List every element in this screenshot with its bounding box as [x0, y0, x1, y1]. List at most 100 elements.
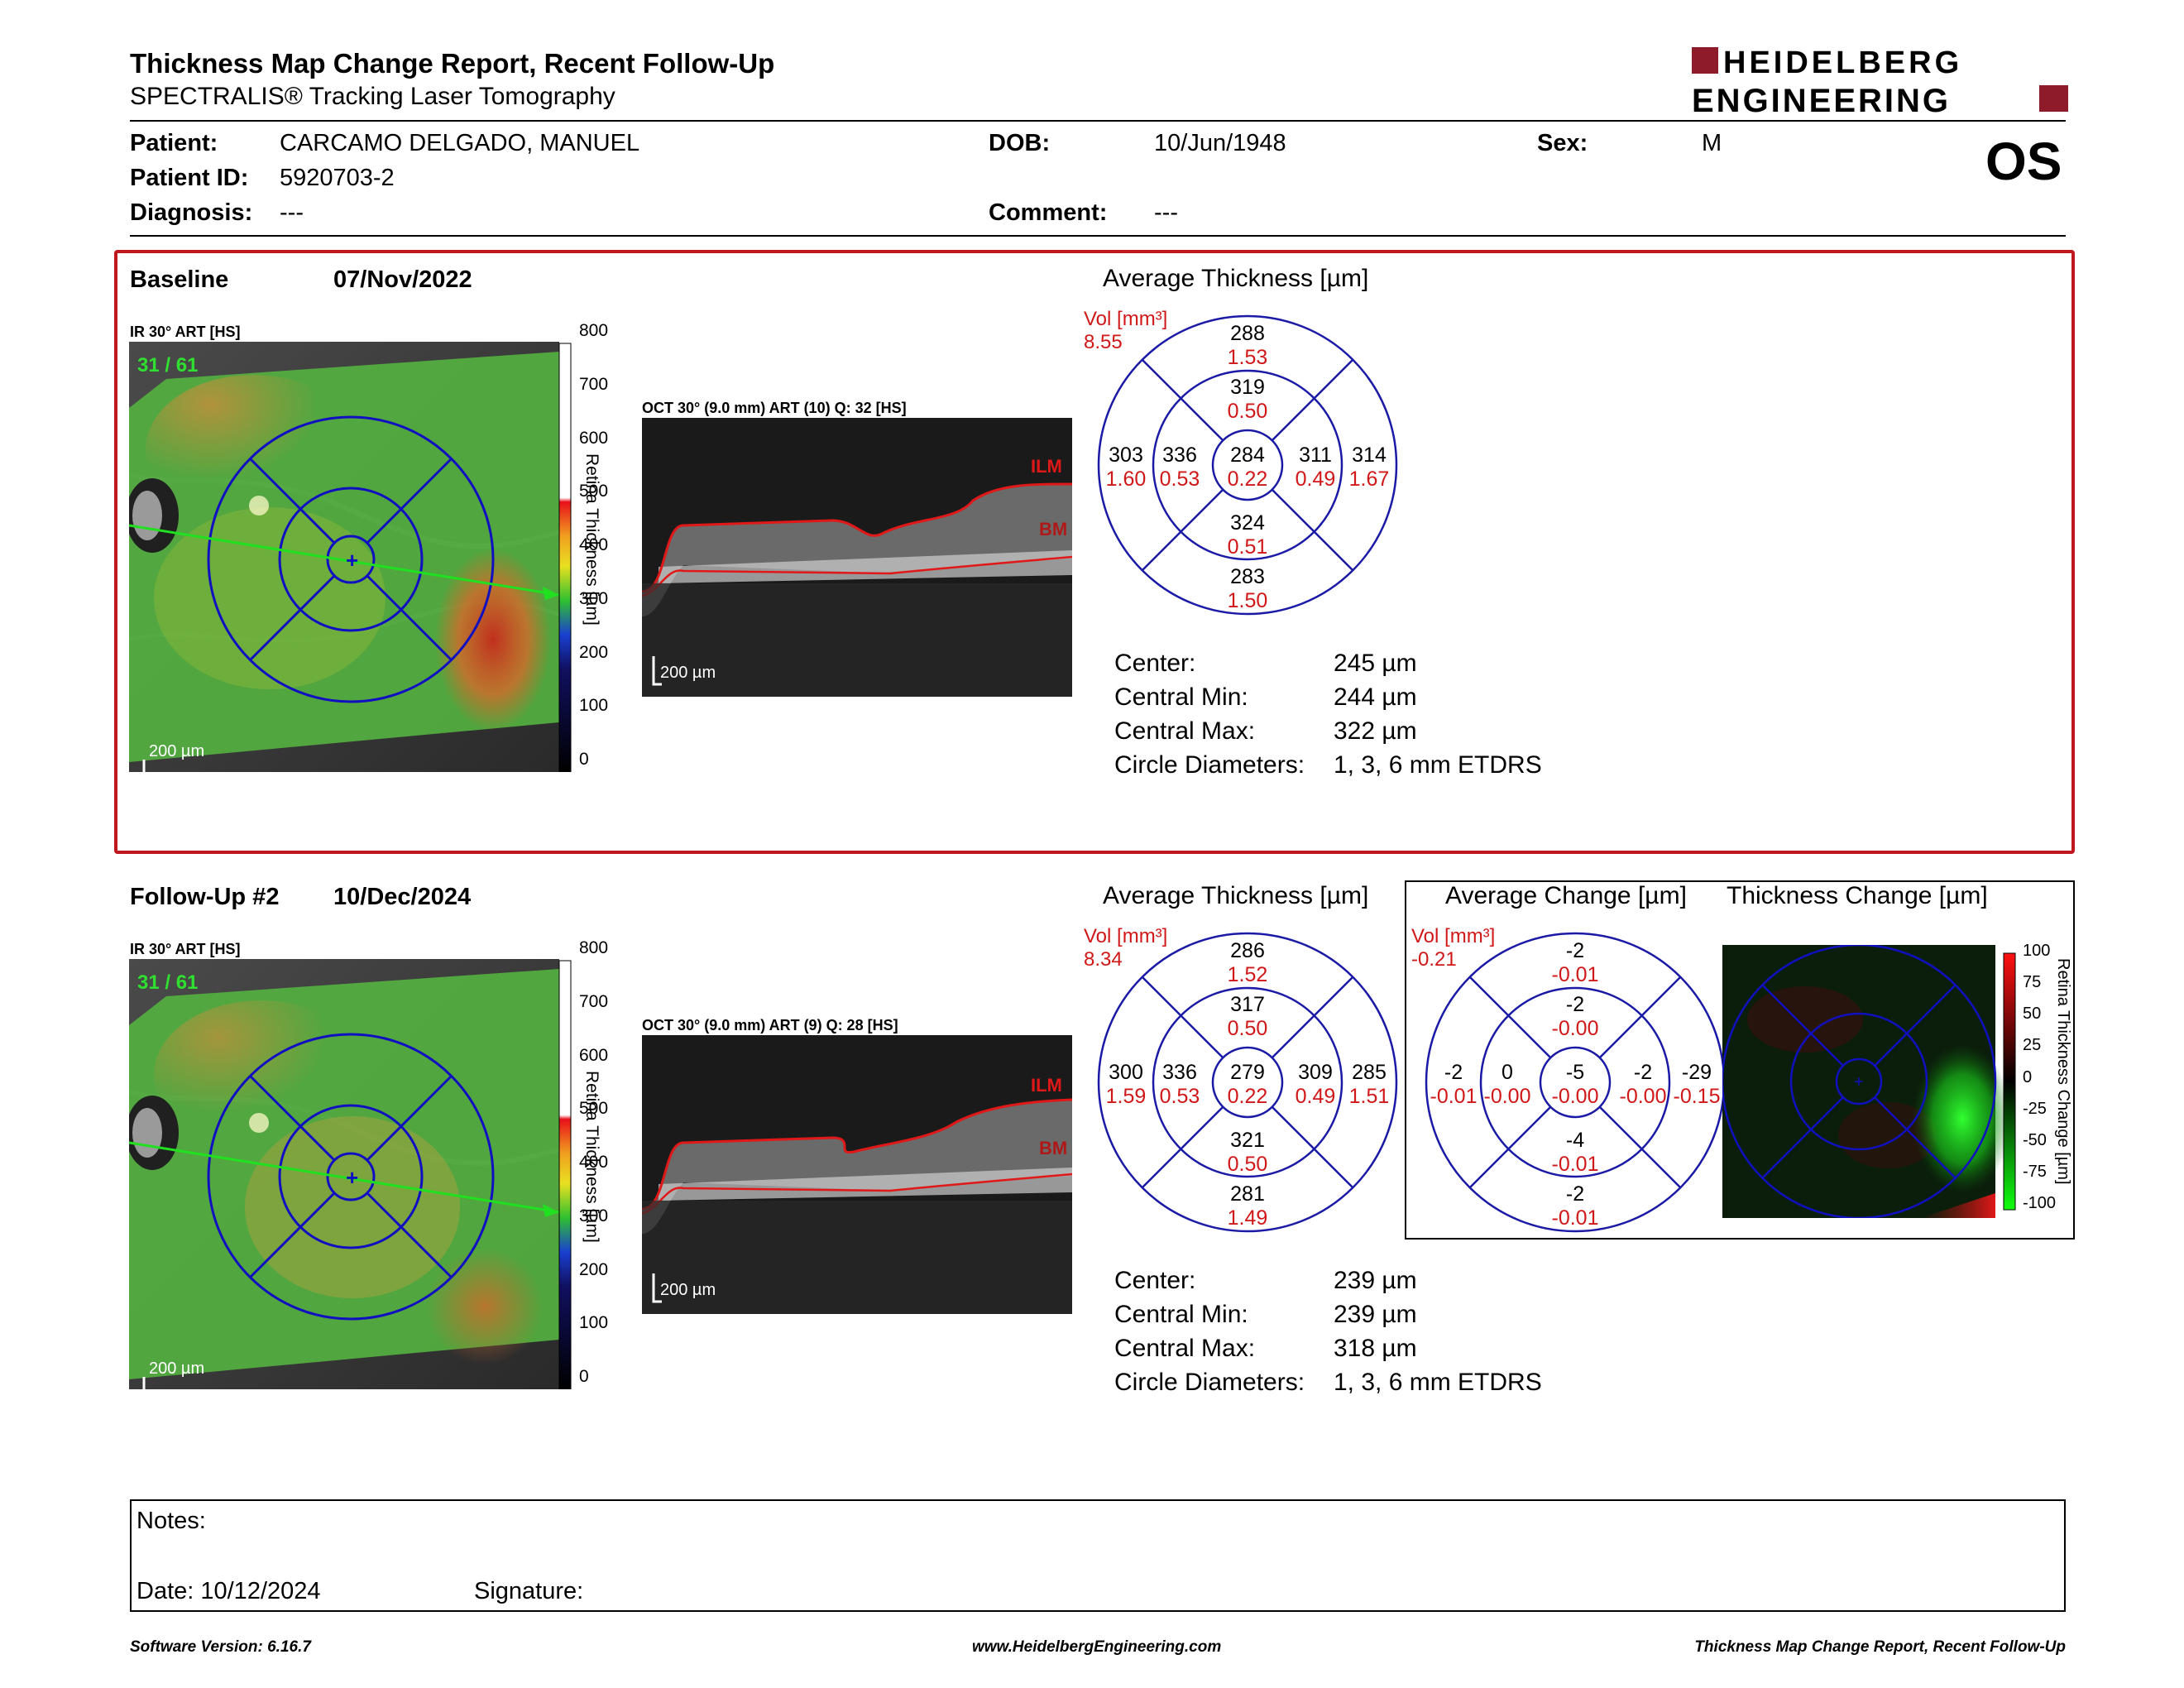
report-title: Thickness Map Change Report, Recent Foll…: [130, 48, 775, 79]
colorbar-tick-label: 500: [579, 1099, 609, 1119]
header-divider: [130, 120, 2066, 122]
etdrs-outer-inf-thickness: 283: [1230, 565, 1265, 588]
notes-label: Notes:: [136, 1508, 206, 1534]
etdrs-outer-inf-thickness: 281: [1230, 1182, 1265, 1206]
colorbar-tick-label: 300: [579, 1206, 609, 1225]
stat-value: 239 µm: [1334, 1301, 1417, 1328]
etdrs-inner-nas-volume: 0.49: [1296, 468, 1336, 491]
colorbar-tick-label: 400: [579, 1153, 609, 1172]
followup-date: 10/Dec/2024: [333, 884, 472, 910]
notes-date: Date: 10/12/2024: [136, 1578, 321, 1604]
sector-divider: [1598, 976, 1682, 1059]
sector-divider: [1468, 976, 1552, 1059]
etdrs-outer-temp-thickness: 300: [1109, 1061, 1143, 1084]
outer-ring: [1097, 932, 1398, 1233]
colorbar-tick-label: 0: [2023, 1067, 2033, 1086]
etdrs-center-volume: 0.22: [1228, 468, 1268, 491]
etdrs-outer-temp-thickness: -2: [1444, 1061, 1463, 1084]
etdrs-center-thickness: -5: [1566, 1061, 1584, 1084]
etdrs-inner-inf-thickness: -4: [1566, 1129, 1584, 1152]
change-frame: [1405, 880, 2075, 1240]
sector-divider: [1271, 976, 1354, 1059]
sector-divider: [1598, 1105, 1682, 1189]
change-avg-title: Average Change [µm]: [1445, 882, 1687, 909]
logo-line1: HEIDELBERG: [1723, 46, 1962, 80]
stat-value: 322 µm: [1334, 717, 1417, 745]
etdrs-inner-inf-thickness: 324: [1230, 511, 1265, 535]
etdrs-inner-temp-thickness: 336: [1162, 1061, 1197, 1084]
colorbar-tick-label: 0: [579, 750, 589, 769]
etdrs-outer-nas-thickness: 285: [1352, 1061, 1387, 1084]
outer-ring: [1097, 314, 1398, 616]
dob-value: 10/Jun/1948: [1154, 130, 1286, 156]
dob-label: DOB:: [989, 130, 1051, 156]
colorbar-tick-label: 50: [2023, 1005, 2042, 1024]
followup-oct-caption: OCT 30° (9.0 mm) ART (9) Q: 28 [HS]: [642, 1017, 898, 1033]
etdrs-inner-sup-thickness: -2: [1566, 993, 1584, 1016]
volume-total: -0.21: [1411, 948, 1457, 971]
baseline-frame: [114, 250, 2075, 854]
etdrs-inner-temp-volume: 0.53: [1160, 1085, 1200, 1108]
footer-website[interactable]: www.HeidelbergEngineering.com: [972, 1638, 1222, 1656]
baseline-date: 07/Nov/2022: [333, 266, 472, 293]
baseline-bm-label: BM: [1039, 519, 1067, 539]
patient-id: 5920703-2: [280, 165, 395, 191]
patient-name: CARCAMO DELGADO, MANUEL: [280, 130, 640, 156]
svg-text:+: +: [1854, 1073, 1864, 1091]
etdrs-outer-temp-volume: -0.01: [1430, 1085, 1478, 1108]
sex-label: Sex:: [1537, 130, 1588, 156]
colorbar-tick-label: 300: [579, 588, 609, 608]
stat-value: 1, 3, 6 mm ETDRS: [1334, 751, 1542, 779]
colorbar-tick-label: 800: [579, 321, 609, 340]
etdrs-inner-nas-thickness: 311: [1299, 444, 1332, 467]
stat-label: Central Max:: [1114, 717, 1256, 745]
baseline-label: Baseline: [130, 266, 229, 293]
etdrs-inner-nas-volume: -0.00: [1620, 1085, 1667, 1108]
baseline-etdrs-grid: 2881.533190.503031.603360.532840.223110.…: [1084, 308, 1398, 616]
baseline-ilm-label: ILM: [1031, 456, 1062, 477]
colorbar-tick-label: -25: [2023, 1099, 2047, 1118]
report-subtitle: SPECTRALIS® Tracking Laser Tomography: [130, 83, 615, 110]
stat-value: 244 µm: [1334, 683, 1417, 711]
etdrs-outer-temp-volume: 1.60: [1106, 468, 1147, 491]
colorbar-tick-label: 400: [579, 535, 609, 554]
sex-value: M: [1702, 130, 1722, 156]
etdrs-outer-sup-thickness: 286: [1230, 939, 1265, 962]
etdrs-inner-temp-thickness: 0: [1502, 1061, 1513, 1084]
etdrs-outer-temp-thickness: 303: [1109, 444, 1143, 467]
volume-total: 8.55: [1084, 331, 1123, 353]
change-map-title: Thickness Change [µm]: [1727, 882, 1988, 909]
etdrs-outer-nas-thickness: 314: [1352, 444, 1387, 467]
volume-label: Vol [mm³]: [1411, 925, 1495, 947]
etdrs-inner-temp-volume: -0.00: [1484, 1085, 1531, 1108]
followup-label: Follow-Up #2: [130, 884, 280, 910]
baseline-oct-caption: OCT 30° (9.0 mm) ART (10) Q: 32 [HS]: [642, 400, 907, 416]
patient-id-label: Patient ID:: [130, 165, 249, 191]
baseline-oct-scan: ILM BM 200 µm: [642, 418, 1072, 697]
colorbar-tick-label: 100: [2023, 942, 2051, 960]
etdrs-outer-nas-volume: 1.51: [1349, 1085, 1390, 1108]
followup-etdrs-grid: 2861.523170.503001.593360.532790.223090.…: [1084, 925, 1398, 1233]
sector-divider: [1141, 976, 1224, 1059]
etdrs-inner-inf-thickness: 321: [1230, 1129, 1265, 1152]
colorbar-tick-label: 800: [579, 938, 609, 957]
colorbar-tick-label: 500: [579, 482, 609, 501]
followup-ir-scale: 200 µm: [149, 1360, 204, 1378]
center-ring: [1539, 1046, 1612, 1119]
svg-text:+: +: [346, 1165, 358, 1190]
footer-report: Thickness Map Change Report, Recent Foll…: [1694, 1638, 2066, 1656]
change-colorbar-title: Retina Thickness Change [µm]: [2054, 958, 2072, 1185]
inner-ring: [1152, 986, 1343, 1178]
baseline-avg-title: Average Thickness [µm]: [1103, 265, 1369, 292]
etdrs-inner-sup-thickness: 319: [1230, 376, 1265, 399]
notes-box[interactable]: [130, 1499, 2066, 1612]
baseline-colorbar-ticks: 800 700 600 500 400 300 200 100 0: [579, 321, 629, 769]
etdrs-outer-nas-volume: 1.67: [1349, 468, 1390, 491]
followup-stats: Center: 239 µm Central Min: 239 µm Central M…: [1114, 1267, 1693, 1407]
change-colorbar-ticks: 100 75 50 25 0 -25 -50 -75 -100: [2023, 942, 2064, 1215]
etdrs-center-volume: -0.00: [1552, 1085, 1599, 1108]
etdrs-center-thickness: 284: [1230, 444, 1265, 467]
etdrs-outer-sup-thickness: -2: [1566, 939, 1584, 962]
etdrs-outer-sup-volume: 1.53: [1228, 346, 1268, 369]
stat-value: 239 µm: [1334, 1267, 1417, 1294]
